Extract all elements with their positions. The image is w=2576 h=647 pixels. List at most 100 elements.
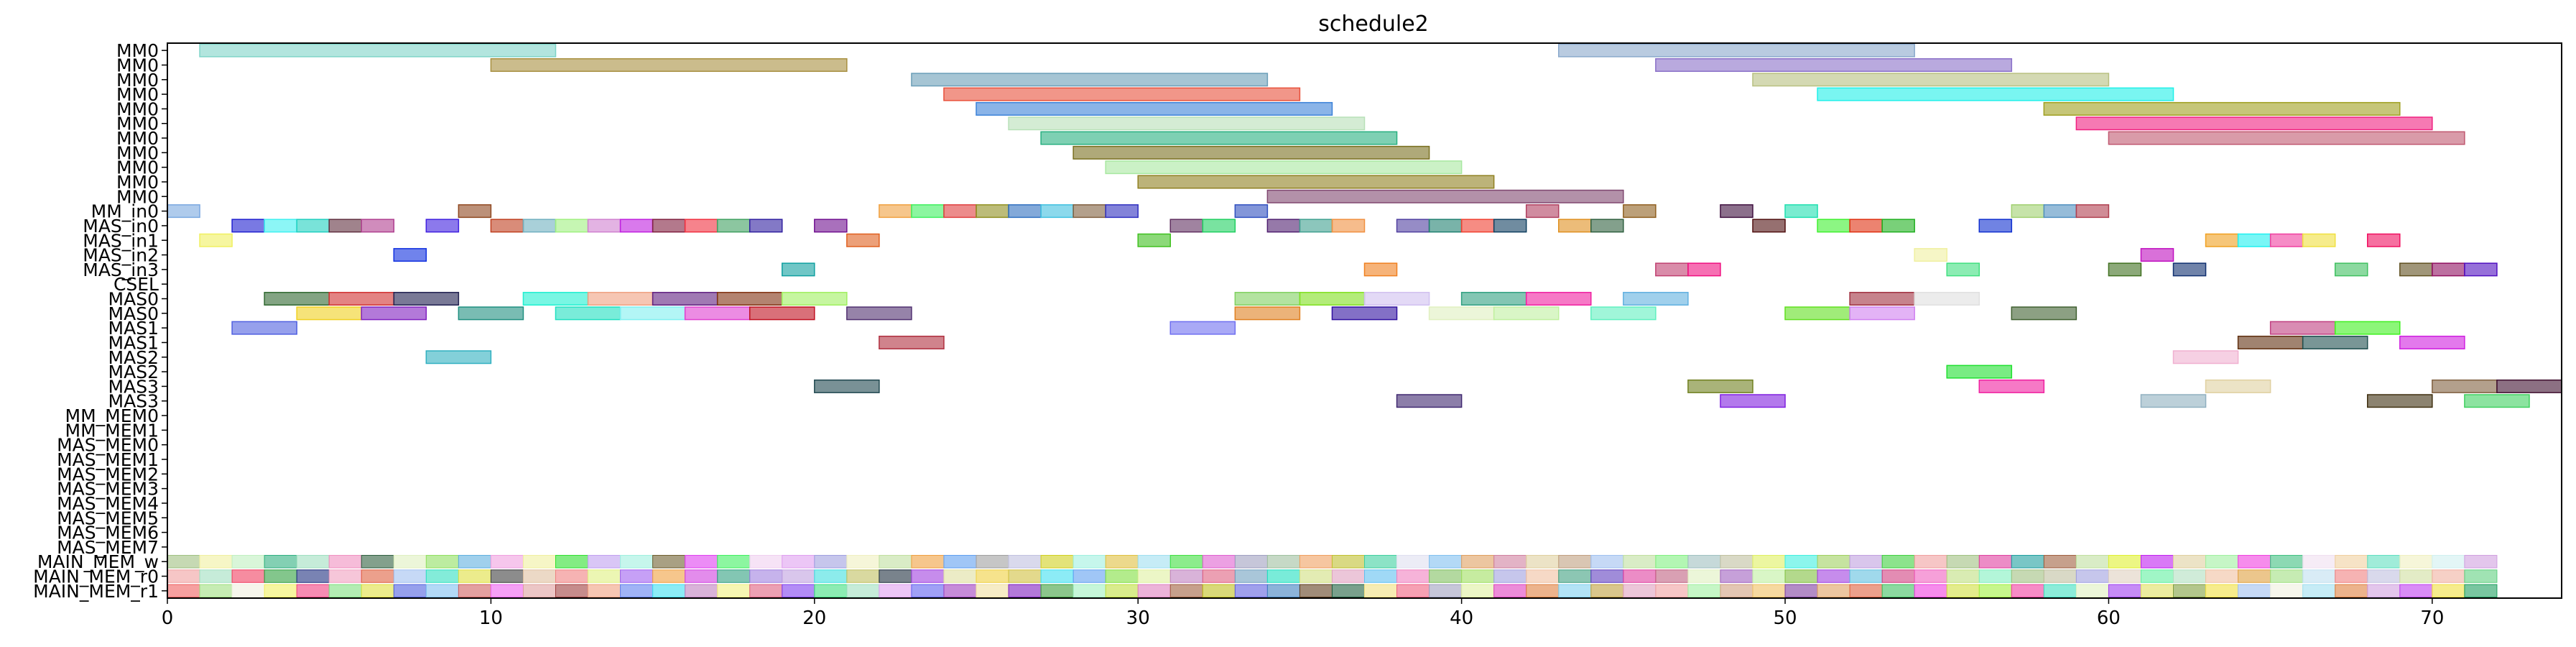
memory-slot-bar (976, 554, 1009, 569)
schedule-bar (1331, 306, 1398, 321)
schedule-bar (2237, 233, 2271, 247)
memory-slot-bar (1169, 554, 1203, 569)
schedule-bar (976, 204, 1009, 219)
schedule-bar (1849, 292, 1915, 306)
schedule-bar (328, 219, 362, 233)
memory-slot-bar (1849, 584, 1883, 598)
memory-slot-bar (1914, 569, 1947, 583)
memory-slot-bar (685, 554, 718, 569)
memory-slot-bar (2238, 584, 2271, 598)
memory-slot-bar (2173, 569, 2207, 583)
schedule-bar (846, 306, 912, 321)
memory-slot-bar (2108, 584, 2141, 598)
schedule-bar (1331, 219, 1366, 233)
schedule-bar (522, 292, 589, 306)
schedule-bar (264, 219, 297, 233)
schedule-bar (782, 292, 848, 306)
schedule-bar (1105, 204, 1139, 219)
y-tick-label: MM0 (116, 186, 159, 207)
x-tick-label: 50 (1773, 607, 1797, 629)
schedule-bar (2464, 262, 2498, 277)
memory-slot-bar (1234, 569, 1268, 583)
y-axis: MM0MM0MM0MM0MM0MM0MM0MM0MM0MM0MM0MM_in0M… (33, 40, 167, 602)
schedule-bar (1234, 204, 1269, 219)
schedule-bar (749, 306, 815, 321)
schedule-bar (1202, 219, 1236, 233)
memory-slot-bar (1881, 554, 1915, 569)
schedule-bar (814, 379, 880, 393)
schedule-bar (619, 306, 686, 321)
memory-slot-bar (425, 569, 459, 583)
schedule-bar (1817, 219, 1850, 233)
memory-slot-bar (1008, 584, 1042, 598)
memory-slot-bar (1266, 569, 1300, 583)
memory-slot-bar (2367, 584, 2401, 598)
memory-slot-bar (264, 554, 297, 569)
chart-title: schedule2 (1318, 12, 1429, 37)
memory-slot-bar (1364, 569, 1398, 583)
memory-slot-bar (2075, 569, 2109, 583)
schedule-bar (2367, 394, 2433, 408)
schedule-bar (490, 219, 524, 233)
memory-slot-bar (1849, 569, 1883, 583)
memory-slot-bar (1137, 569, 1171, 583)
schedule-bar (2334, 321, 2401, 335)
schedule-bar (555, 306, 621, 321)
memory-slot-bar (231, 554, 265, 569)
schedule-bar (716, 292, 783, 306)
memory-slot-bar (1429, 569, 1463, 583)
memory-slot-bar (328, 554, 362, 569)
schedule-bar (2205, 233, 2239, 247)
memory-slot-bar (1687, 569, 1721, 583)
schedule-bar (1978, 219, 2013, 233)
memory-slot-bar (2302, 584, 2336, 598)
x-axis: 0 10 20 30 40 50 60 70 (162, 598, 2444, 629)
memory-slot-bar (167, 569, 200, 583)
memory-slot-bar (1526, 554, 1560, 569)
memory-slot-bar (685, 584, 718, 598)
memory-slot-bar (2432, 554, 2465, 569)
memory-slot-bar (1914, 584, 1947, 598)
schedule-bar (1525, 204, 1560, 219)
memory-slot-bar (2075, 584, 2109, 598)
schedule-bar (490, 58, 848, 72)
memory-slot-bar (1396, 554, 1430, 569)
schedule-bar (1234, 306, 1301, 321)
memory-slot-bar (1105, 584, 1139, 598)
memory-slot-bar (1881, 569, 1915, 583)
memory-slot-bar (1752, 554, 1786, 569)
schedule-bar (2011, 204, 2045, 219)
schedule-bar (1299, 219, 1333, 233)
y-tick-label: MAS_MEM2 (57, 464, 159, 485)
y-tick-label: MM0 (116, 70, 159, 91)
memory-slot-bar (943, 584, 977, 598)
schedule-bar (2367, 233, 2401, 247)
y-tick-label: MAS_MEM6 (57, 523, 159, 543)
memory-slot-bar (1331, 569, 1366, 583)
schedule-bar (1169, 219, 1204, 233)
memory-slot-bar (1655, 569, 1689, 583)
memory-slot-bar (943, 569, 977, 583)
memory-slot-bar (1784, 569, 1818, 583)
memory-slot-bar (393, 584, 427, 598)
schedule-bar (587, 292, 654, 306)
schedule-bar (1784, 306, 1850, 321)
schedule-bar (393, 292, 460, 306)
memory-slot-bar (2270, 554, 2304, 569)
memory-slot-bar (846, 584, 880, 598)
schedule-bar (1655, 58, 2013, 72)
memory-slot-bar (685, 569, 718, 583)
schedule-bar (1687, 379, 1753, 393)
memory-slot-bar (522, 554, 556, 569)
memory-slot-bar (620, 569, 654, 583)
memory-slot-bar (1396, 584, 1430, 598)
schedule-bar (522, 219, 557, 233)
memory-slot-bar (2043, 554, 2077, 569)
memory-slot-bar (2043, 584, 2077, 598)
schedule-bar (393, 248, 427, 262)
memory-slot-bar (911, 554, 945, 569)
schedule-bar (2269, 233, 2304, 247)
memory-slot-bar (2108, 569, 2141, 583)
schedule-bar (2302, 335, 2368, 349)
schedule-bar (1784, 204, 1818, 219)
